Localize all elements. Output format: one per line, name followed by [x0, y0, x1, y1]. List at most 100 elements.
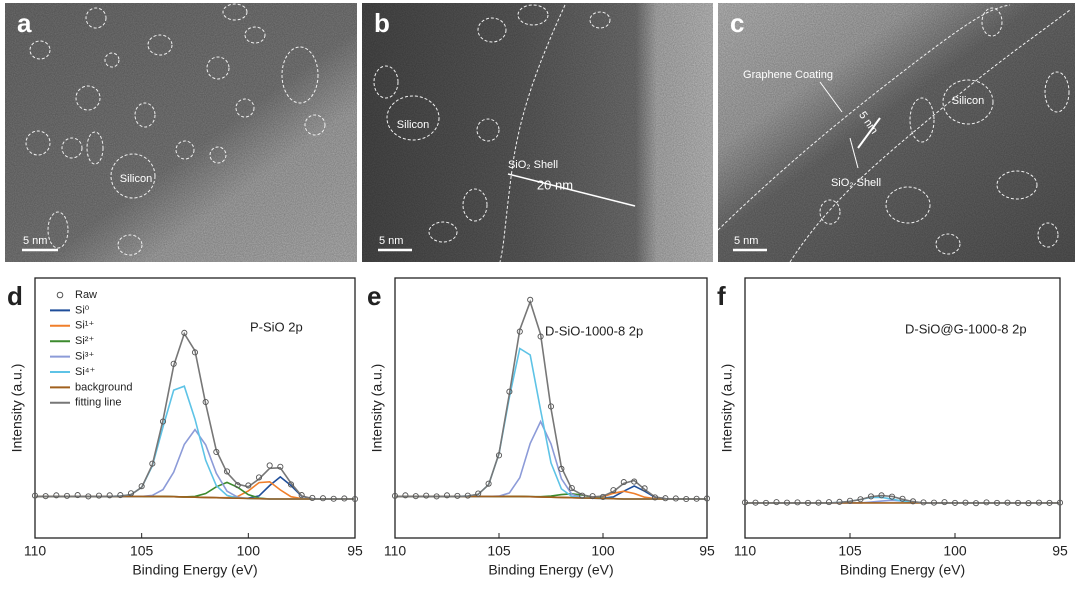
particle-outline	[29, 40, 51, 60]
raw-point	[941, 499, 948, 506]
raw-point	[641, 485, 648, 492]
raw-point	[159, 418, 167, 425]
raw-point	[815, 499, 822, 506]
raw-point	[506, 388, 513, 395]
particle-outline	[235, 98, 255, 118]
legend-marker	[56, 291, 64, 299]
raw-point	[351, 495, 359, 503]
raw-point	[277, 463, 284, 470]
particle-outline	[909, 97, 935, 143]
raw-point	[170, 360, 177, 367]
raw-point	[579, 492, 586, 499]
particle-outline	[110, 153, 156, 199]
panel-label: e	[367, 281, 381, 311]
particle-outline	[147, 34, 173, 56]
raw-point	[412, 493, 419, 500]
raw-point	[568, 485, 575, 492]
particle-outline	[244, 26, 266, 44]
panel-label: a	[17, 8, 32, 38]
raw-point	[951, 499, 959, 506]
chart-annotation: D-SiO-1000-8 2p	[545, 323, 643, 338]
raw-point	[589, 493, 596, 500]
scale-label: 5 nm	[734, 235, 758, 247]
plot-frame	[394, 277, 708, 539]
particle-outline	[386, 95, 440, 141]
raw-point	[547, 403, 555, 410]
raw-point	[127, 490, 135, 497]
raw-point	[485, 480, 492, 487]
legend-label: Raw	[75, 289, 97, 301]
particle-outline	[935, 233, 961, 255]
particle-outline	[1044, 71, 1070, 113]
raw-point	[1004, 499, 1011, 506]
raw-point	[85, 493, 92, 500]
x-tick-label: 95	[699, 543, 715, 559]
series-line	[745, 494, 1060, 504]
particle-outline	[104, 52, 120, 68]
scale-label: 5 nm	[379, 235, 403, 247]
raw-point	[631, 478, 638, 485]
particle-outline	[175, 140, 195, 160]
particle-outline	[281, 46, 319, 104]
particle-outline	[819, 199, 841, 225]
raw-point	[202, 398, 209, 406]
raw-point	[454, 492, 461, 499]
raw-point	[930, 499, 938, 506]
raw-point	[330, 495, 337, 502]
image-annotation: SiO₂ Shell	[508, 159, 558, 171]
x-tick-label: 105	[838, 543, 862, 559]
raw-point	[181, 329, 188, 336]
raw-point	[741, 499, 749, 506]
y-axis-label: Intensity (a.u.)	[369, 364, 385, 453]
panel-label: d	[7, 281, 23, 311]
x-tick-label: 95	[347, 543, 363, 559]
raw-point	[672, 495, 679, 502]
y-axis-label: Intensity (a.u.)	[9, 364, 25, 453]
x-tick-label: 110	[384, 543, 407, 559]
particle-outline	[222, 3, 248, 21]
raw-point	[909, 498, 917, 505]
particle-outline	[117, 234, 143, 256]
raw-point	[836, 498, 843, 505]
raw-point	[319, 495, 327, 502]
x-tick-label: 110	[24, 543, 47, 559]
raw-point	[920, 499, 927, 506]
raw-point	[888, 493, 896, 500]
raw-point	[662, 495, 669, 502]
scale-label: 5 nm	[23, 235, 47, 247]
particle-outline	[942, 79, 994, 125]
image-annotation: SiO₂ Shell	[831, 177, 881, 189]
x-axis-label: Binding Energy (eV)	[132, 562, 257, 578]
particle-outline	[134, 102, 156, 128]
image-annotation: Silicon	[120, 173, 152, 185]
raw-point	[878, 492, 885, 499]
raw-point	[683, 495, 690, 503]
raw-point	[993, 499, 1001, 506]
particle-outline	[517, 4, 549, 26]
legend-label: background	[75, 381, 133, 393]
image-annotation: Silicon	[952, 95, 984, 107]
raw-point	[983, 499, 990, 506]
raw-point	[703, 495, 711, 502]
raw-point	[234, 482, 241, 489]
raw-point	[752, 499, 759, 506]
series-line	[745, 496, 1060, 504]
raw-point	[149, 460, 156, 467]
raw-point	[537, 333, 544, 340]
raw-point	[972, 500, 980, 507]
tem-texture	[718, 3, 1075, 262]
particle-outline	[75, 85, 101, 111]
raw-point	[341, 495, 348, 502]
dimension	[857, 117, 881, 149]
particle-outline	[996, 170, 1038, 200]
particle-outline	[885, 186, 931, 224]
raw-point	[245, 482, 252, 489]
particle-outline	[209, 146, 227, 164]
x-axis-label: Binding Energy (eV)	[488, 562, 613, 578]
particle-outline	[373, 65, 399, 99]
panel-label: f	[717, 281, 726, 311]
panel-label: b	[374, 8, 390, 38]
y-axis-label: Intensity (a.u.)	[719, 364, 735, 453]
chart-annotation: P-SiO 2p	[250, 319, 303, 334]
